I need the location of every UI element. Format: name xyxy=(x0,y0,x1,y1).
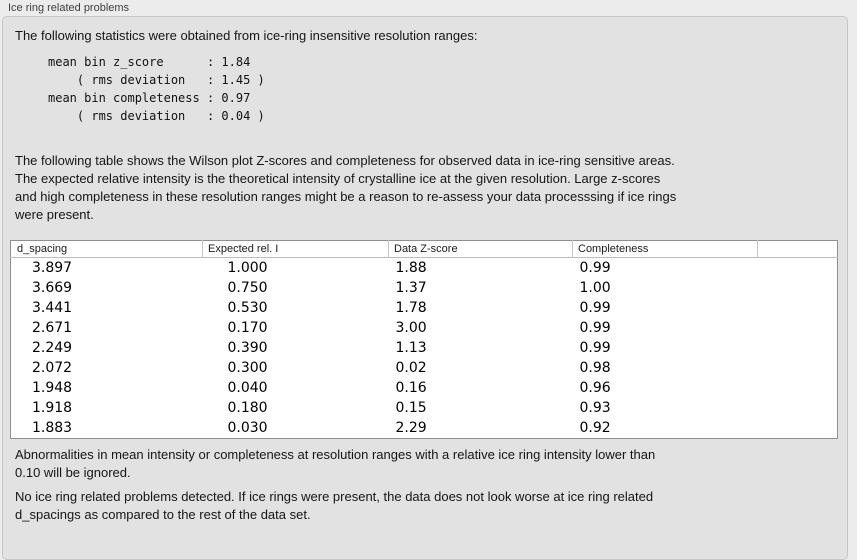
table-row[interactable]: 2.072 0.300 0.02 0.98 xyxy=(11,358,838,378)
table-cell xyxy=(758,258,838,279)
table-cell: 1.78 xyxy=(395,300,427,316)
table-cell: 1.883 xyxy=(32,420,73,436)
table-cell: 0.98 xyxy=(579,360,611,376)
table-cell: 0.93 xyxy=(579,400,611,416)
conclusion-text: No ice ring related problems detected. I… xyxy=(15,489,654,522)
note-text: Abnormalities in mean intensity or compl… xyxy=(15,447,656,480)
stats-block: mean bin z_score : 1.84 ( rms deviation … xyxy=(48,55,265,123)
table-row[interactable]: 2.671 0.170 3.00 0.99 xyxy=(11,318,838,338)
table-cell: 0.180 xyxy=(227,400,268,416)
table-cell: 0.16 xyxy=(395,380,427,396)
groupbox-title: Ice ring related problems xyxy=(8,2,130,14)
table-cell: 0.390 xyxy=(227,340,268,356)
intro-text: The following statistics were obtained f… xyxy=(15,28,478,43)
table-cell xyxy=(758,278,838,298)
table-cell: 0.99 xyxy=(579,320,611,336)
table-cell: 0.02 xyxy=(395,360,427,376)
table-row[interactable]: 1.918 0.180 0.15 0.93 xyxy=(11,398,838,418)
table-cell: 0.15 xyxy=(395,400,427,416)
table-cell xyxy=(758,338,838,358)
table-cell: 0.96 xyxy=(579,380,611,396)
column-header-empty xyxy=(757,240,838,258)
column-header-d-spacing[interactable]: d_spacing xyxy=(10,240,203,258)
table-row[interactable]: 3.441 0.530 1.78 0.99 xyxy=(11,298,838,318)
column-header-completeness[interactable]: Completeness xyxy=(572,240,758,258)
table-cell: 0.99 xyxy=(579,300,611,316)
table-header: d_spacing Expected rel. I Data Z-score C… xyxy=(10,240,838,258)
table-row[interactable]: 3.897 1.000 1.88 0.99 xyxy=(11,258,838,279)
table-row[interactable]: 1.948 0.040 0.16 0.96 xyxy=(11,378,838,398)
table-cell: 3.00 xyxy=(395,320,427,336)
column-header-data-z-score[interactable]: Data Z-score xyxy=(388,240,573,258)
description-text: The following table shows the Wilson plo… xyxy=(15,153,677,222)
table-cell xyxy=(758,378,838,398)
table-cell: 3.897 xyxy=(32,260,73,276)
table-cell: 1.000 xyxy=(227,260,268,276)
table-row[interactable]: 3.669 0.750 1.37 1.00 xyxy=(11,278,838,298)
table-cell: 1.948 xyxy=(32,380,73,396)
table-cell: 0.92 xyxy=(579,420,611,436)
table-cell xyxy=(758,398,838,418)
table-cell: 3.669 xyxy=(32,280,73,296)
table-cell: 1.37 xyxy=(395,280,427,296)
table-cell: 1.00 xyxy=(579,280,611,296)
table-row[interactable]: 1.883 0.030 2.29 0.92 xyxy=(11,418,838,439)
table-cell: 0.170 xyxy=(227,320,268,336)
table-cell: 0.99 xyxy=(579,340,611,356)
table-cell: 1.13 xyxy=(395,340,427,356)
table-body: 3.897 1.000 1.88 0.99 3.669 0.750 1.37 1.00 3.44… xyxy=(11,258,838,439)
table-row[interactable]: 2.249 0.390 1.13 0.99 xyxy=(11,338,838,358)
table-cell xyxy=(758,298,838,318)
table-cell: 0.300 xyxy=(227,360,268,376)
table-cell: 2.249 xyxy=(32,340,73,356)
column-header-expected-rel-i[interactable]: Expected rel. I xyxy=(202,240,389,258)
table-cell: 1.88 xyxy=(395,260,427,276)
ice-ring-table: d_spacing Expected rel. I Data Z-score C… xyxy=(10,240,838,439)
table-cell xyxy=(758,418,838,439)
table-cell: 0.750 xyxy=(227,280,268,296)
table-cell xyxy=(758,358,838,378)
table-cell: 3.441 xyxy=(32,300,73,316)
table-cell: 1.918 xyxy=(32,400,73,416)
table-cell: 2.29 xyxy=(395,420,427,436)
table-cell: 0.040 xyxy=(227,380,268,396)
table-cell: 0.530 xyxy=(227,300,268,316)
table-cell xyxy=(758,318,838,338)
table-cell: 2.671 xyxy=(32,320,73,336)
table-cell: 0.99 xyxy=(579,260,611,276)
table-cell: 0.030 xyxy=(227,420,268,436)
table-cell: 2.072 xyxy=(32,360,73,376)
